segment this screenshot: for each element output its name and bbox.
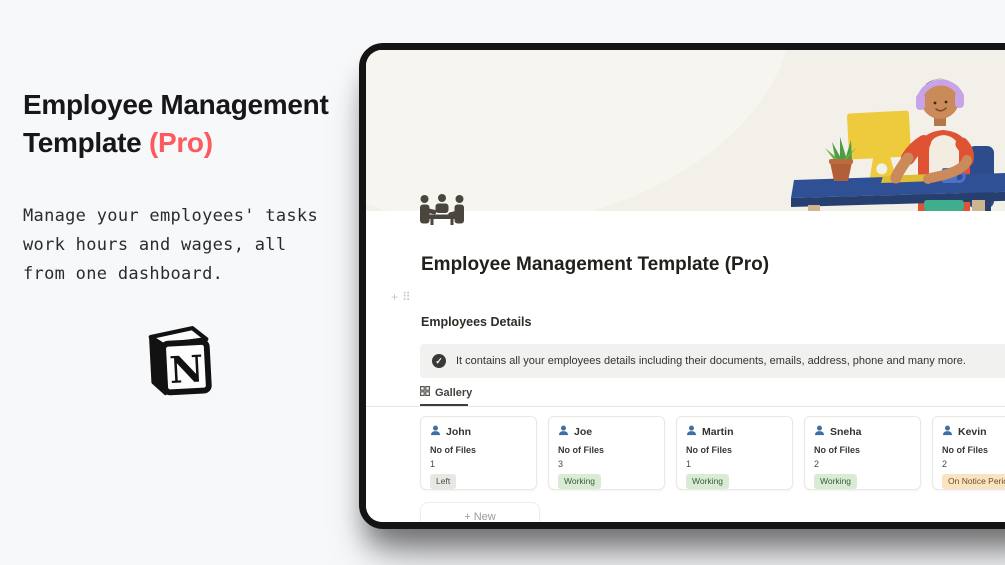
hero-title-pro: (Pro) — [148, 127, 213, 158]
hero-description-line: from one dashboard. — [23, 264, 224, 284]
person-bust-icon — [558, 425, 569, 439]
callout-block: ✓ It contains all your employees details… — [420, 344, 1005, 378]
check-circle-icon: ✓ — [432, 354, 446, 368]
employee-card[interactable]: Joe No of Files 3 Working — [548, 416, 665, 490]
status-badge: Left — [430, 474, 457, 489]
card-field-label: No of Files — [814, 445, 861, 455]
person-bust-icon — [814, 425, 825, 439]
card-name: John — [446, 426, 472, 438]
card-field-label: No of Files — [686, 445, 733, 455]
gallery-cards-row: John No of Files 1 Left Joe No of Files … — [420, 416, 1005, 490]
employee-card[interactable]: Sneha No of Files 2 Working — [804, 416, 921, 490]
card-field-value: 2 — [814, 459, 820, 469]
status-badge: Working — [558, 474, 602, 489]
section-title: Employees Details — [421, 315, 532, 329]
page-cover — [366, 50, 1005, 211]
card-name: Martin — [702, 426, 734, 438]
cover-swoosh — [366, 50, 830, 211]
gallery-grid-icon — [420, 386, 431, 399]
tab-gallery-label: Gallery — [435, 386, 473, 399]
block-handles[interactable]: + ⠿ — [391, 290, 411, 304]
svg-text:N: N — [168, 346, 204, 392]
tabbar-divider — [366, 406, 1005, 407]
drag-handle-icon[interactable]: ⠿ — [402, 290, 411, 304]
card-name: Joe — [574, 426, 593, 438]
page-title: Employee Management Template (Pro) — [421, 254, 770, 275]
active-tab-underline — [420, 404, 468, 406]
notion-window-frame: Employee Management Template (Pro) + ⠿ E… — [359, 43, 1005, 529]
callout-text: It contains all your employees details i… — [456, 355, 966, 367]
card-field-value: 1 — [686, 459, 692, 469]
card-field-label: No of Files — [942, 445, 989, 455]
person-bust-icon — [686, 425, 697, 439]
hero-title-line1: Employee Management — [23, 89, 329, 120]
card-field-label: No of Files — [558, 445, 605, 455]
new-card-button[interactable]: + New — [420, 502, 540, 522]
hero-title-line2: Template — [23, 127, 142, 158]
person-at-desk-illustration — [786, 50, 1005, 211]
employee-card[interactable]: John No of Files 1 Left — [420, 416, 537, 490]
status-badge: On Notice Period — [942, 474, 1005, 489]
person-bust-icon — [430, 425, 441, 439]
card-field-value: 2 — [942, 459, 948, 469]
status-badge: Working — [814, 474, 858, 489]
page-icon-people-meeting[interactable] — [418, 194, 466, 228]
status-badge: Working — [686, 474, 730, 489]
employee-card[interactable]: Kevin No of Files 2 On Notice Period — [932, 416, 1005, 490]
add-block-icon[interactable]: + — [391, 290, 399, 304]
card-field-value: 3 — [558, 459, 564, 469]
card-name: Kevin — [958, 426, 987, 438]
notion-logo-icon: N — [136, 316, 220, 404]
employee-card[interactable]: Martin No of Files 1 Working — [676, 416, 793, 490]
notion-page: Employee Management Template (Pro) + ⠿ E… — [366, 50, 1005, 522]
hero-title: Employee Management Template (Pro) — [23, 86, 329, 162]
card-field-value: 1 — [430, 459, 436, 469]
card-name: Sneha — [830, 426, 862, 438]
card-field-label: No of Files — [430, 445, 477, 455]
person-bust-icon — [942, 425, 953, 439]
hero-description: Manage your employees' tasks work hours … — [23, 202, 318, 289]
tab-gallery[interactable]: Gallery — [420, 386, 472, 399]
hero-description-line: Manage your employees' tasks — [23, 206, 318, 226]
hero-description-line: work hours and wages, all — [23, 235, 287, 255]
